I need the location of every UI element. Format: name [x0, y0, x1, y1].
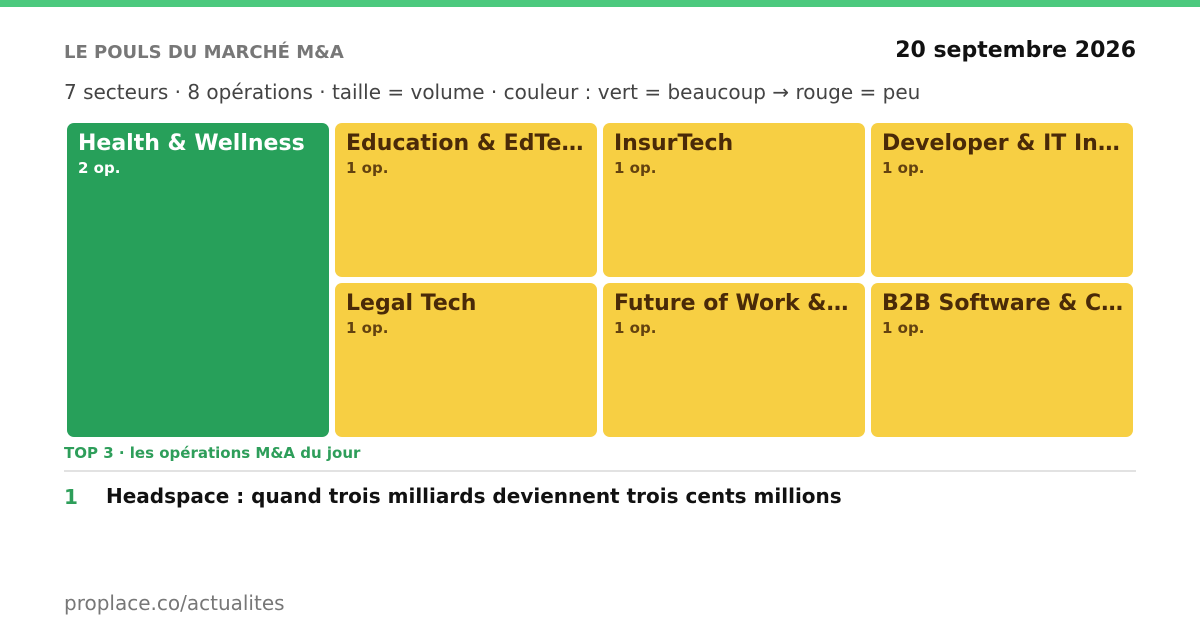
- top-heading: TOP 3 · les opérations M&A du jour: [64, 444, 361, 462]
- accent-bar: [0, 0, 1200, 7]
- tile-label: Education & EdTe…: [346, 131, 584, 156]
- tile-count: 1 op.: [346, 319, 389, 337]
- tile-label: Developer & IT In…: [882, 131, 1120, 156]
- treemap-tile[interactable]: Health & Wellness 2 op.: [67, 123, 329, 437]
- tile-count: 1 op.: [346, 159, 389, 177]
- header-subtitle: 7 secteurs · 8 opérations · taille = vol…: [64, 80, 921, 104]
- tile-count: 2 op.: [78, 159, 121, 177]
- tile-count: 1 op.: [614, 159, 657, 177]
- treemap-tile[interactable]: InsurTech 1 op.: [603, 123, 865, 277]
- tile-label: InsurTech: [614, 131, 734, 156]
- tile-label: Future of Work &…: [614, 291, 849, 316]
- treemap-tile[interactable]: Developer & IT In… 1 op.: [871, 123, 1133, 277]
- tile-label: B2B Software & C…: [882, 291, 1124, 316]
- tile-count: 1 op.: [882, 319, 925, 337]
- tile-label: Legal Tech: [346, 291, 477, 316]
- footer-url[interactable]: proplace.co/actualites: [64, 591, 285, 615]
- treemap-tile[interactable]: Future of Work &… 1 op.: [603, 283, 865, 437]
- treemap-tile[interactable]: Legal Tech 1 op.: [335, 283, 597, 437]
- item-title[interactable]: Headspace : quand trois milliards devien…: [106, 484, 842, 508]
- tile-count: 1 op.: [882, 159, 925, 177]
- header-title: LE POULS DU MARCHÉ M&A: [64, 42, 344, 63]
- item-rank: 1: [64, 485, 78, 509]
- treemap-tile[interactable]: Education & EdTe… 1 op.: [335, 123, 597, 277]
- tile-label: Health & Wellness: [78, 131, 305, 156]
- treemap-tile[interactable]: B2B Software & C… 1 op.: [871, 283, 1133, 437]
- tile-count: 1 op.: [614, 319, 657, 337]
- header-date: 20 septembre 2026: [895, 38, 1136, 63]
- divider: [64, 470, 1136, 472]
